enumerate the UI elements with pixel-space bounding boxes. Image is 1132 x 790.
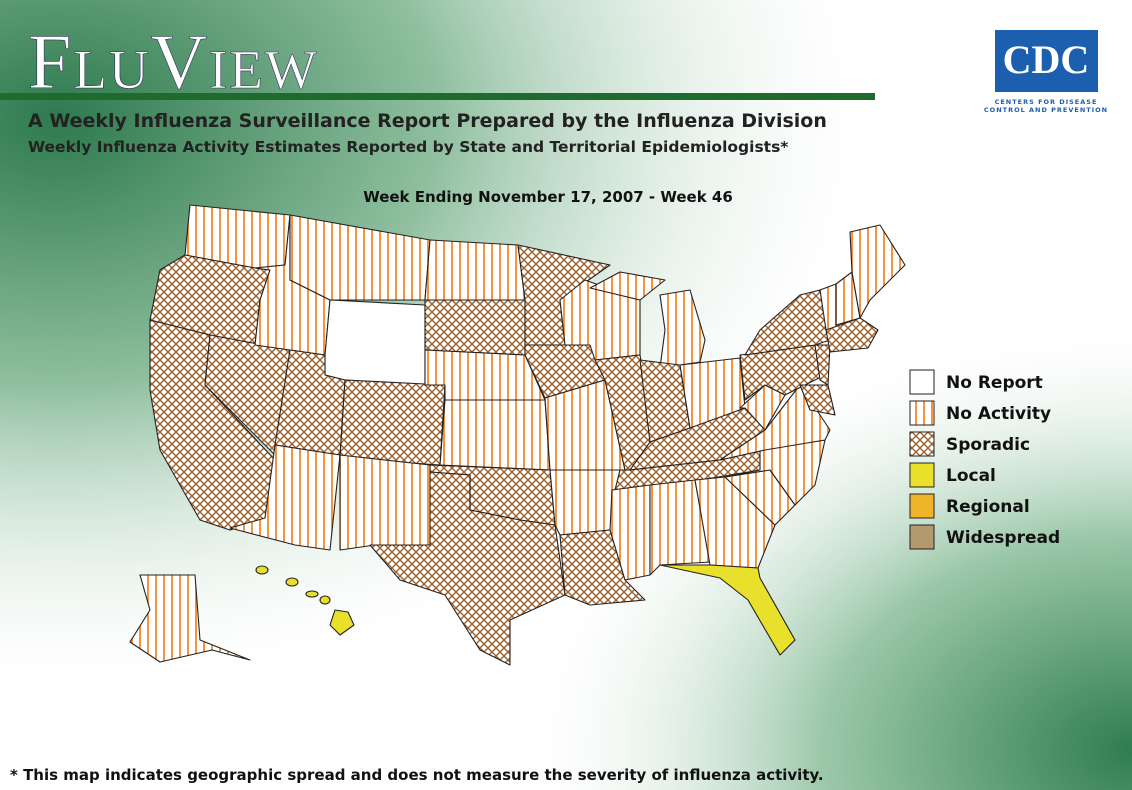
legend-label: Local [946,466,996,486]
legend-label: Widespread [946,528,1060,548]
state [424,239,526,301]
map [129,204,906,666]
island [319,595,331,605]
state [739,384,786,431]
state [129,574,251,663]
state [694,476,776,569]
state [424,299,526,356]
state [659,564,796,656]
legend-swatch [909,462,935,488]
legend-label: No Activity [946,404,1051,424]
state [609,484,651,581]
footnote: * This map indicates geographic spread a… [10,766,824,784]
state [439,399,551,471]
state [799,384,836,416]
subtitle: Weekly Influenza Activity Estimates Repo… [28,138,788,156]
state [724,439,826,506]
legend-swatch [909,493,935,519]
legend-label: No Report [946,373,1043,393]
state [324,299,426,386]
island [285,577,299,587]
state [369,471,566,666]
state [549,469,621,536]
legend-swatch [909,431,935,457]
logo-text: CDC [1003,37,1090,82]
state [289,214,431,301]
legend-label: Sporadic [946,435,1030,455]
island [329,609,355,636]
state [825,317,879,353]
legend-swatch [909,524,935,550]
header-bar [0,93,875,100]
logo-caption: Control and Prevention [984,106,1108,114]
legend: No Report No Activity Sporadic Local Reg… [909,369,1060,550]
state [589,271,666,301]
logo[interactable] [995,30,1098,92]
legend-swatch [909,369,935,395]
state [649,479,711,576]
state [339,379,446,466]
legend-swatch [909,400,935,426]
island [255,565,269,575]
state [659,289,706,369]
state [339,454,431,551]
island [305,590,319,598]
map-heading: Week Ending November 17, 2007 - Week 46 [363,188,733,206]
logo-caption: Centers for Disease [995,98,1098,106]
legend-label: Regional [946,497,1030,517]
app-title: FluView [28,18,319,105]
subtitle: A Weekly Influenza Surveillance Report P… [28,110,827,132]
